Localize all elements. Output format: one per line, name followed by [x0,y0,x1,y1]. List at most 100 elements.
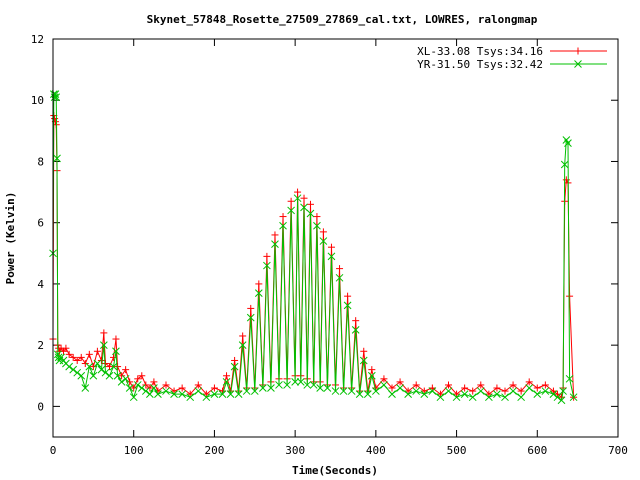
series-2-point [313,221,321,230]
series-2-point [69,365,78,374]
series-1-point [210,384,218,392]
series-1-point [130,384,138,392]
series-1-point [469,387,477,395]
series-1-point [336,265,344,273]
series-2-point [218,390,227,398]
series-2-point [162,387,170,395]
series-1-point [279,213,287,221]
series-1-point [142,381,150,389]
series-1-point [477,381,485,389]
series-1-point [51,115,59,123]
series-2-point [271,240,279,248]
series-2-point [113,371,122,380]
legend-marker-1 [574,47,582,55]
series-2-point [428,387,437,395]
series-2-point [525,384,534,392]
series-2-point [452,393,461,402]
series-2-point [52,93,61,102]
series-2-point [194,387,203,395]
series-2-point [559,387,567,395]
series-2-point [300,203,308,212]
series-1-point [368,366,376,374]
series-1-point [380,375,388,383]
series-2-point [339,387,348,395]
series-2-point [412,387,421,395]
series-2-point [77,371,86,380]
series-1-point [300,194,308,202]
x-tick-label: 700 [608,444,628,457]
series-2-point [154,390,162,398]
series-1-point [509,381,517,389]
series-2-point [493,390,501,398]
series-2-point [129,393,138,402]
series-2-point [485,393,493,402]
series-2-point [367,371,376,380]
series-2-point [254,289,263,297]
series-2-point [327,252,336,261]
series-2-point [565,374,574,383]
series-1-point [146,384,154,392]
series-1-point [493,384,501,392]
series-2-point [97,365,106,374]
series-2-point [125,384,134,392]
series-1-point [412,381,420,389]
series-1-point [69,353,77,361]
series-1-point [110,353,118,361]
series-1-point [428,384,436,392]
series-2-point [141,387,150,395]
series-1-point [420,387,428,395]
x-tick-label: 0 [50,444,57,457]
series-2-point [291,378,299,386]
legend-label-1: XL-33.08 Tsys:34.16 [417,45,543,58]
series-1-point [223,372,231,380]
series-2-point [388,390,396,398]
series-1-point [263,252,271,260]
x-tick-label: 100 [124,444,144,457]
series-1-point [85,350,93,358]
series-2-point [404,390,412,398]
series-1-point [100,329,108,337]
series-2-point [85,362,94,371]
series-2-point [73,368,82,377]
series-1-point [178,384,186,392]
series-2-point [436,393,445,402]
series-1-point [77,353,85,361]
series-2-line [52,93,575,402]
plot-frame [52,38,619,438]
series-1-point [255,280,263,288]
y-tick-label: 2 [37,339,44,352]
series-1-point [112,335,120,343]
series-2-point [303,381,312,389]
x-tick-label: 200 [204,444,224,457]
series-1-point [453,390,461,398]
series-2-point [541,387,550,395]
series-2-point [210,390,219,398]
series-1-point [360,347,368,355]
series-1-point [485,390,493,398]
series-2-point [316,384,325,392]
series-2-point [460,390,469,398]
series-2-point [54,353,63,362]
series-1-point [461,384,469,392]
series-2-point [105,371,114,380]
series-2-point [553,393,562,402]
series-2-point [331,387,340,395]
series-1-point [247,304,255,312]
series-2-point [170,390,178,398]
series-1-point [118,372,126,380]
x-axis-label: Time(Seconds) [292,464,378,477]
series-2-point [93,359,102,368]
series-2-point [101,368,110,377]
series-2-point [549,390,558,398]
y-tick-label: 4 [37,278,44,291]
series-2-point [396,384,404,392]
series-2-point [238,341,247,350]
series-1-point [533,384,541,392]
x-tick-label: 300 [285,444,305,457]
series-1-point [65,350,73,358]
series-1-point [313,213,321,221]
series-2-point [89,371,98,380]
series-1-point [319,228,327,236]
series-2-point [509,387,517,395]
series-2-point [242,387,251,395]
